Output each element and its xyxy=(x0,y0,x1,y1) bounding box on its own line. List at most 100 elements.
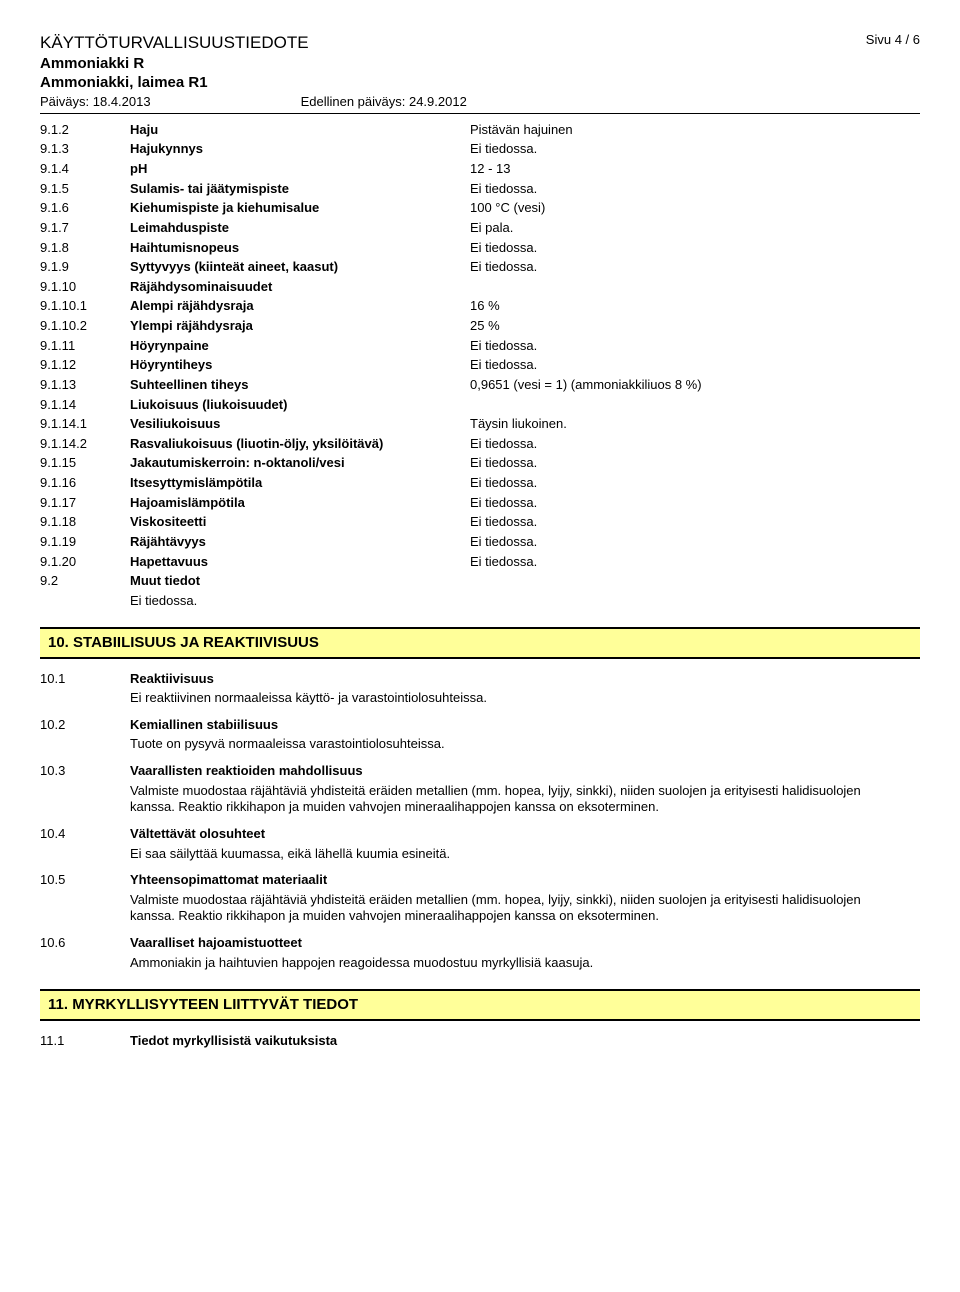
property-row: 9.1.6Kiehumispiste ja kiehumisalue100 °C… xyxy=(40,200,920,217)
property-row: 9.1.14Liukoisuus (liukoisuudet) xyxy=(40,397,920,414)
row-label: Ylempi räjähdysraja xyxy=(130,318,470,335)
property-row: 9.1.14.1VesiliukoisuusTäysin liukoinen. xyxy=(40,416,920,433)
row-value: Ei tiedossa. xyxy=(470,455,920,472)
row-paragraph: Ei saa säilyttää kuumassa, eikä lähellä … xyxy=(130,846,900,863)
row-label: Kemiallinen stabiilisuus xyxy=(130,717,470,734)
row-number: 9.1.3 xyxy=(40,141,130,158)
row-label: Hapettavuus xyxy=(130,554,470,571)
row-label: Höyryntiheys xyxy=(130,357,470,374)
row-value: 16 % xyxy=(470,298,920,315)
row-value: Ei pala. xyxy=(470,220,920,237)
row-paragraph: Ei reaktiivinen normaaleissa käyttö- ja … xyxy=(130,690,900,707)
row-label: Itsesyttymislämpötila xyxy=(130,475,470,492)
row-number: 9.1.20 xyxy=(40,554,130,571)
property-row: 9.1.3HajukynnysEi tiedossa. xyxy=(40,141,920,158)
row-label: Haihtumisnopeus xyxy=(130,240,470,257)
row-value: 0,9651 (vesi = 1) (ammoniakkiliuos 8 %) xyxy=(470,377,920,394)
row-label: Vaaralliset hajoamistuotteet xyxy=(130,935,470,952)
row-value: 25 % xyxy=(470,318,920,335)
row-number: 9.1.15 xyxy=(40,455,130,472)
row-label: Vesiliukoisuus xyxy=(130,416,470,433)
property-row: 9.1.10.1Alempi räjähdysraja16 % xyxy=(40,298,920,315)
row-number: 9.1.2 xyxy=(40,122,130,139)
row-label: Hajoamislämpötila xyxy=(130,495,470,512)
row-number: 9.1.19 xyxy=(40,534,130,551)
row-value: Ei tiedossa. xyxy=(470,534,920,551)
row-number: 9.1.17 xyxy=(40,495,130,512)
section-row: 10.1Reaktiivisuus xyxy=(40,671,920,688)
row-label: Höyrynpaine xyxy=(130,338,470,355)
row-number: 9.1.10.1 xyxy=(40,298,130,315)
row-paragraph: Valmiste muodostaa räjähtäviä yhdisteitä… xyxy=(130,783,900,816)
section-10-body: 10.1Reaktiivisuus Ei reaktiivinen normaal… xyxy=(40,671,920,972)
row-paragraph: Tuote on pysyvä normaaleissa varastointi… xyxy=(130,736,900,753)
property-row: 9.1.15Jakautumiskerroin: n-oktanoli/vesi… xyxy=(40,455,920,472)
row-value: Ei tiedossa. xyxy=(470,475,920,492)
row-value: Ei tiedossa. xyxy=(470,357,920,374)
property-row: 9.1.10.2Ylempi räjähdysraja25 % xyxy=(40,318,920,335)
properties-list: 9.1.2HajuPistävän hajuinen 9.1.3Hajukynny… xyxy=(40,122,920,570)
row-label: Alempi räjähdysraja xyxy=(130,298,470,315)
row-number: 9.1.6 xyxy=(40,200,130,217)
row-label: Haju xyxy=(130,122,470,139)
row-value: 100 °C (vesi) xyxy=(470,200,920,217)
row-number: 10.3 xyxy=(40,763,130,780)
row-value: Ei tiedossa. xyxy=(470,436,920,453)
row-number: 9.1.10.2 xyxy=(40,318,130,335)
row-value: Ei tiedossa. xyxy=(470,141,920,158)
property-row: 9.1.4pH12 - 13 xyxy=(40,161,920,178)
row-label: Tiedot myrkyllisistä vaikutuksista xyxy=(130,1033,470,1050)
row-label: Leimahduspiste xyxy=(130,220,470,237)
row-9-2: 9.2 Muut tiedot xyxy=(40,573,920,590)
row-value: Ei tiedossa. xyxy=(470,259,920,276)
section-row: 10.4Vältettävät olosuhteet xyxy=(40,826,920,843)
property-row: 9.1.20HapettavuusEi tiedossa. xyxy=(40,554,920,571)
row-label: Muut tiedot xyxy=(130,573,470,590)
row-value: Pistävän hajuinen xyxy=(470,122,920,139)
row-number: 9.1.16 xyxy=(40,475,130,492)
row-number: 10.2 xyxy=(40,717,130,734)
section-row: 10.3Vaarallisten reaktioiden mahdollisuu… xyxy=(40,763,920,780)
row-label: Liukoisuus (liukoisuudet) xyxy=(130,397,470,414)
row-value xyxy=(470,397,920,414)
row-value: 12 - 13 xyxy=(470,161,920,178)
row-number: 9.2 xyxy=(40,573,130,590)
row-number: 9.1.8 xyxy=(40,240,130,257)
row-value: Ei tiedossa. xyxy=(470,514,920,531)
property-row: 9.1.2HajuPistävän hajuinen xyxy=(40,122,920,139)
property-row: 9.1.14.2Rasvaliukoisuus (liuotin-öljy, y… xyxy=(40,436,920,453)
row-label: Syttyvyys (kiinteät aineet, kaasut) xyxy=(130,259,470,276)
row-label: pH xyxy=(130,161,470,178)
row-label: Sulamis- tai jäätymispiste xyxy=(130,181,470,198)
row-number: 10.6 xyxy=(40,935,130,952)
row-number: 9.1.13 xyxy=(40,377,130,394)
row-label: Vältettävät olosuhteet xyxy=(130,826,470,843)
section-row: 10.2Kemiallinen stabiilisuus xyxy=(40,717,920,734)
header: Sivu 4 / 6 KÄYTTÖTURVALLISUUSTIEDOTE Amm… xyxy=(40,32,920,114)
row-number: 9.1.14 xyxy=(40,397,130,414)
row-number: 9.1.18 xyxy=(40,514,130,531)
section-row: 10.6Vaaralliset hajoamistuotteet xyxy=(40,935,920,952)
row-number: 10.4 xyxy=(40,826,130,843)
row-label: Hajukynnys xyxy=(130,141,470,158)
row-paragraph: Ammoniakin ja haihtuvien happojen reagoi… xyxy=(130,955,900,972)
row-label: Reaktiivisuus xyxy=(130,671,470,688)
row-value: Ei tiedossa. xyxy=(470,240,920,257)
row-value: Ei tiedossa. xyxy=(470,495,920,512)
row-label: Yhteensopimattomat materiaalit xyxy=(130,872,470,889)
row-number: 9.1.9 xyxy=(40,259,130,276)
property-row: 9.1.18ViskositeettiEi tiedossa. xyxy=(40,514,920,531)
row-label: Kiehumispiste ja kiehumisalue xyxy=(130,200,470,217)
row-value xyxy=(470,279,920,296)
section-11-bar: 11. MYRKYLLISYYTEEN LIITTYVÄT TIEDOT xyxy=(40,989,920,1020)
row-number: 9.1.7 xyxy=(40,220,130,237)
row-number: 9.1.14.1 xyxy=(40,416,130,433)
row-number: 9.1.11 xyxy=(40,338,130,355)
date: Päiväys: 18.4.2013 xyxy=(40,94,151,111)
row-label: Vaarallisten reaktioiden mahdollisuus xyxy=(130,763,470,780)
page-number: Sivu 4 / 6 xyxy=(866,32,920,49)
row-value: Täysin liukoinen. xyxy=(470,416,920,433)
row-value: Ei tiedossa. xyxy=(470,554,920,571)
property-row: 9.1.10Räjähdysominaisuudet xyxy=(40,279,920,296)
property-row: 9.1.17HajoamislämpötilaEi tiedossa. xyxy=(40,495,920,512)
